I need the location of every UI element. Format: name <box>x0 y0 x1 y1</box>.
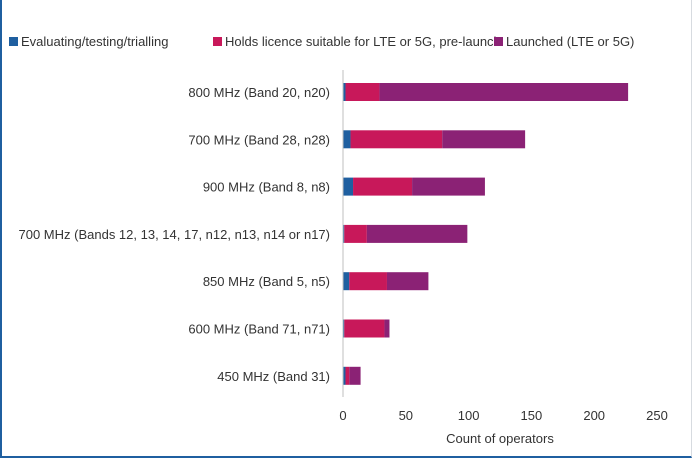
bar-segment-evaluating-testing-trialling-5[interactable] <box>343 319 345 338</box>
bar-segment-launched-lte-or-5g-4[interactable] <box>386 272 429 291</box>
x-axis-title: Count of operators <box>446 431 554 446</box>
bar-segment-launched-lte-or-5g-3[interactable] <box>366 224 468 243</box>
category-label: 450 MHz (Band 31) <box>217 369 330 384</box>
bar-segment-launched-lte-or-5g-0[interactable] <box>379 83 629 101</box>
bar-segment-launched-lte-or-5g-5[interactable] <box>384 319 390 338</box>
bar-segment-launched-lte-or-5g-2[interactable] <box>412 177 485 196</box>
bar-segment-holds-licence-suitable-for-lte-or-5g-pre-launch-2[interactable] <box>353 177 413 196</box>
category-label: 850 MHz (Band 5, n5) <box>203 274 330 289</box>
bar-segment-holds-licence-suitable-for-lte-or-5g-pre-launch-4[interactable] <box>349 272 387 291</box>
legend-label-evaluating-testing-trialling[interactable]: Evaluating/testing/trialling <box>21 34 168 49</box>
x-tick-label: 100 <box>458 408 480 423</box>
legend-label-holds-licence-suitable-for-lte-or-5g-pre-launch[interactable]: Holds licence suitable for LTE or 5G, pr… <box>225 34 501 49</box>
legend-swatch-evaluating-testing-trialling[interactable] <box>9 37 18 46</box>
x-tick-label: 200 <box>583 408 605 423</box>
bar-segment-evaluating-testing-trialling-0[interactable] <box>343 83 346 101</box>
x-tick-label: 0 <box>339 408 346 423</box>
x-tick-label: 250 <box>646 408 668 423</box>
legend-label-launched-lte-or-5g[interactable]: Launched (LTE or 5G) <box>506 34 634 49</box>
bar-segment-evaluating-testing-trialling-1[interactable] <box>343 130 351 149</box>
bar-segment-evaluating-testing-trialling-4[interactable] <box>343 272 350 291</box>
bar-segment-evaluating-testing-trialling-3[interactable] <box>343 224 345 243</box>
x-tick-label: 50 <box>399 408 413 423</box>
x-tick-label: 150 <box>521 408 543 423</box>
bar-segment-holds-licence-suitable-for-lte-or-5g-pre-launch-1[interactable] <box>350 130 443 149</box>
bar-segment-holds-licence-suitable-for-lte-or-5g-pre-launch-0[interactable] <box>345 83 380 101</box>
bar-segment-holds-licence-suitable-for-lte-or-5g-pre-launch-5[interactable] <box>344 319 385 338</box>
bar-segment-launched-lte-or-5g-1[interactable] <box>442 130 526 149</box>
bar-segment-launched-lte-or-5g-6[interactable] <box>349 366 361 385</box>
bar-segment-holds-licence-suitable-for-lte-or-5g-pre-launch-6[interactable] <box>345 366 350 385</box>
category-label: 900 MHz (Band 8, n8) <box>203 180 330 195</box>
legend-swatch-holds-licence-suitable-for-lte-or-5g-pre-launch[interactable] <box>213 37 222 46</box>
bar-segment-holds-licence-suitable-for-lte-or-5g-pre-launch-3[interactable] <box>344 224 367 243</box>
legend-swatch-launched-lte-or-5g[interactable] <box>494 37 503 46</box>
bar-segment-evaluating-testing-trialling-2[interactable] <box>343 177 354 196</box>
category-label: 600 MHz (Band 71, n71) <box>188 322 330 337</box>
category-label: 800 MHz (Band 20, n20) <box>188 85 330 100</box>
category-label: 700 MHz (Bands 12, 13, 14, 17, n12, n13,… <box>19 227 331 242</box>
bar-segment-evaluating-testing-trialling-6[interactable] <box>343 366 346 385</box>
category-label: 700 MHz (Band 28, n28) <box>188 132 330 147</box>
